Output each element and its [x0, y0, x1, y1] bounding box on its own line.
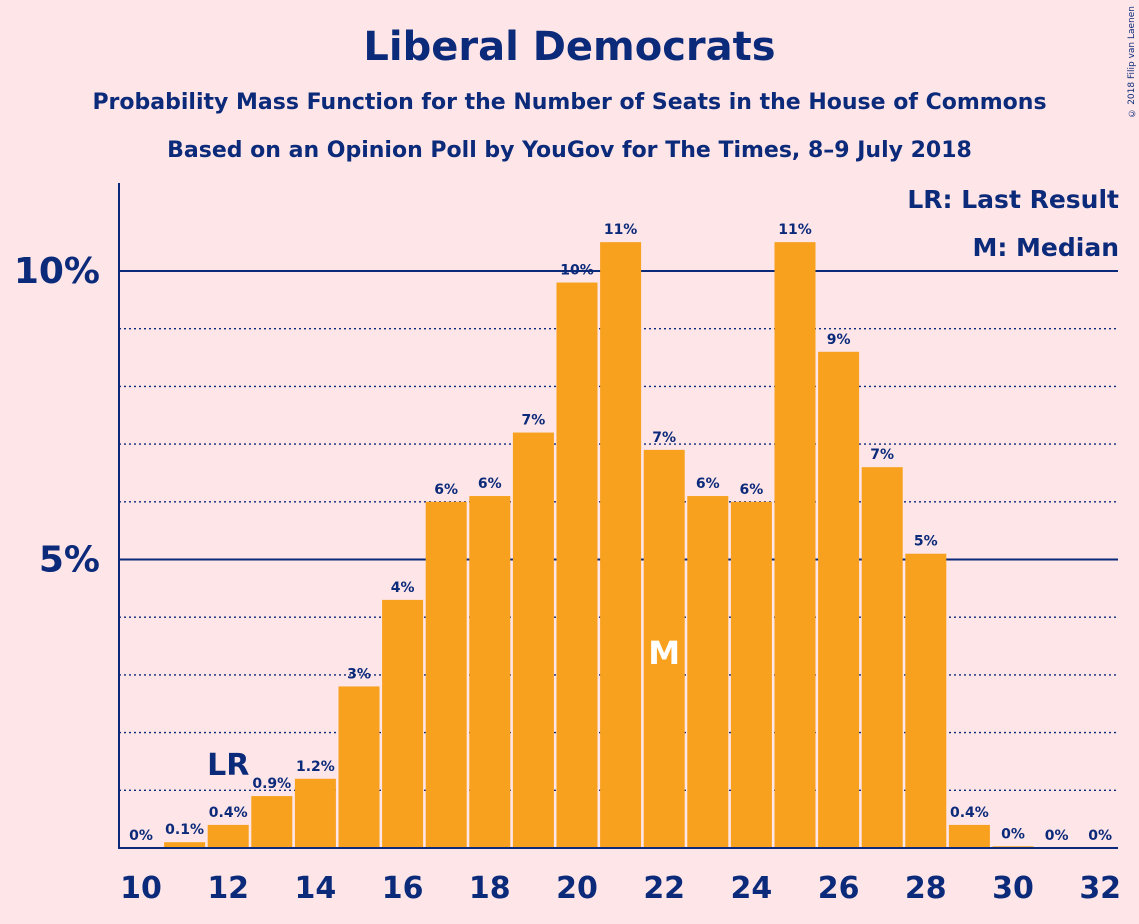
x-tick-label: 12 [207, 871, 249, 906]
x-tick-label: 18 [469, 871, 511, 906]
data-label-seat-24: 6% [740, 482, 764, 498]
last-result-marker: LR [207, 748, 249, 783]
bar-seat-14 [294, 778, 336, 848]
x-tick-label: 20 [556, 871, 598, 906]
bar-seat-28 [905, 553, 947, 848]
bar-seat-16 [382, 599, 424, 848]
bar-seat-27 [861, 467, 903, 848]
bar-seat-26 [818, 351, 860, 848]
bar-seat-11 [164, 842, 206, 848]
bar-seat-12 [207, 824, 249, 848]
y-tick-label: 5% [39, 540, 100, 581]
x-tick-label: 14 [295, 871, 337, 906]
data-label-seat-16: 4% [391, 580, 415, 596]
legend-median: M: Median [972, 233, 1119, 262]
bar-seat-21 [600, 242, 642, 848]
data-label-seat-22: 7% [652, 430, 676, 446]
bar-seat-20 [556, 282, 598, 848]
x-tick-label: 30 [992, 871, 1034, 906]
bar-seat-17 [425, 501, 467, 848]
data-label-seat-31: 0% [1045, 828, 1069, 844]
x-tick-label: 10 [120, 871, 162, 906]
data-label-seat-18: 6% [478, 476, 502, 492]
data-label-seat-12: 0.4% [209, 805, 248, 821]
data-label-seat-14: 1.2% [296, 759, 335, 775]
x-tick-label: 22 [643, 871, 685, 906]
data-label-seat-32: 0% [1088, 828, 1112, 844]
data-label-seat-26: 9% [827, 332, 851, 348]
data-label-seat-28: 5% [914, 534, 938, 550]
data-label-seat-29: 0.4% [950, 805, 989, 821]
data-label-seat-20: 10% [560, 263, 594, 279]
data-label-seat-21: 11% [604, 222, 638, 238]
chart-subtitle-source: Based on an Opinion Poll by YouGov for T… [167, 138, 972, 163]
x-tick-label: 32 [1079, 871, 1121, 906]
data-label-seat-13: 0.9% [252, 776, 291, 792]
data-label-seat-10: 0% [129, 828, 153, 844]
legend-last-result: LR: Last Result [907, 185, 1119, 214]
bar-seat-18 [469, 496, 511, 848]
x-tick-label: 28 [905, 871, 947, 906]
chart-title: Liberal Democrats [363, 24, 776, 70]
median-marker: M [648, 634, 680, 672]
bar-seat-25 [774, 242, 816, 848]
chart-subtitle: Probability Mass Function for the Number… [92, 90, 1047, 115]
bar-seat-22 [643, 449, 685, 848]
data-label-seat-15: 3% [347, 666, 371, 682]
data-label-seat-11: 0.1% [165, 822, 204, 838]
bar-seat-15 [338, 686, 380, 848]
bar-seat-23 [687, 496, 729, 848]
data-label-seat-19: 7% [522, 413, 546, 429]
data-label-seat-27: 7% [870, 447, 894, 463]
bar-seat-24 [730, 501, 772, 848]
x-tick-label: 16 [382, 871, 424, 906]
data-label-seat-25: 11% [778, 222, 812, 238]
bar-seat-19 [512, 432, 554, 848]
x-tick-label: 24 [731, 871, 773, 906]
x-tick-label: 26 [818, 871, 860, 906]
data-label-seat-23: 6% [696, 476, 720, 492]
data-label-seat-17: 6% [434, 482, 458, 498]
data-label-seat-30: 0% [1001, 826, 1025, 842]
y-tick-label: 10% [14, 251, 100, 292]
bar-seat-29 [948, 824, 990, 848]
bar-seat-13 [251, 796, 293, 848]
